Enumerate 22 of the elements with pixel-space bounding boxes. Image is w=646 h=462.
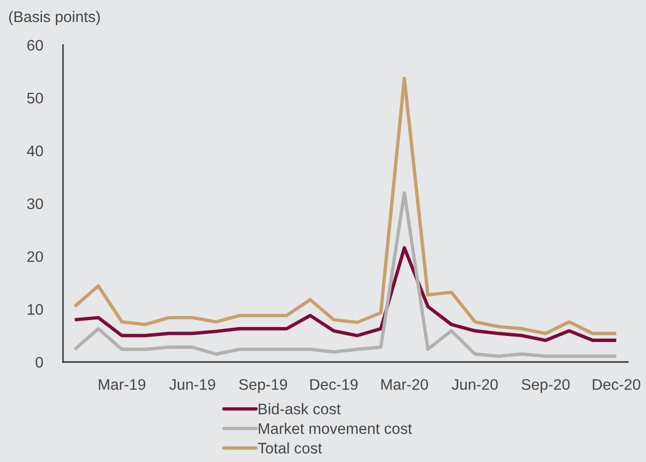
line-series [73,246,618,342]
y-tick-label: 60 [27,40,43,51]
y-tick-label: 40 [26,146,43,156]
legend-label: Bid-ask cost [258,403,341,414]
x-tick-label: Mar-19 [98,379,146,390]
x-tick-label: Dec-20 [592,379,640,390]
line-series [73,191,618,358]
x-tick-label: Mar-20 [381,379,428,390]
legend-label: Total cost [258,442,322,454]
x-tick-label: Jun-20 [452,379,498,390]
legend-label: Market movement cost [258,422,412,434]
x-tick-label: Jun-19 [169,379,216,390]
x-tick-label: Dec-19 [310,379,358,390]
y-tick-label: 10 [28,304,43,315]
y-tick-label: 20 [27,251,43,262]
x-tick-label: Sep-20 [522,379,570,393]
x-tick-label: Sep-19 [239,379,288,393]
y-tick-label: 0 [36,356,43,368]
y-tick-label: 50 [27,92,43,104]
line-series [73,76,618,336]
y-axis-title: (Basis points) [9,10,100,26]
y-tick-label: 30 [27,198,43,210]
